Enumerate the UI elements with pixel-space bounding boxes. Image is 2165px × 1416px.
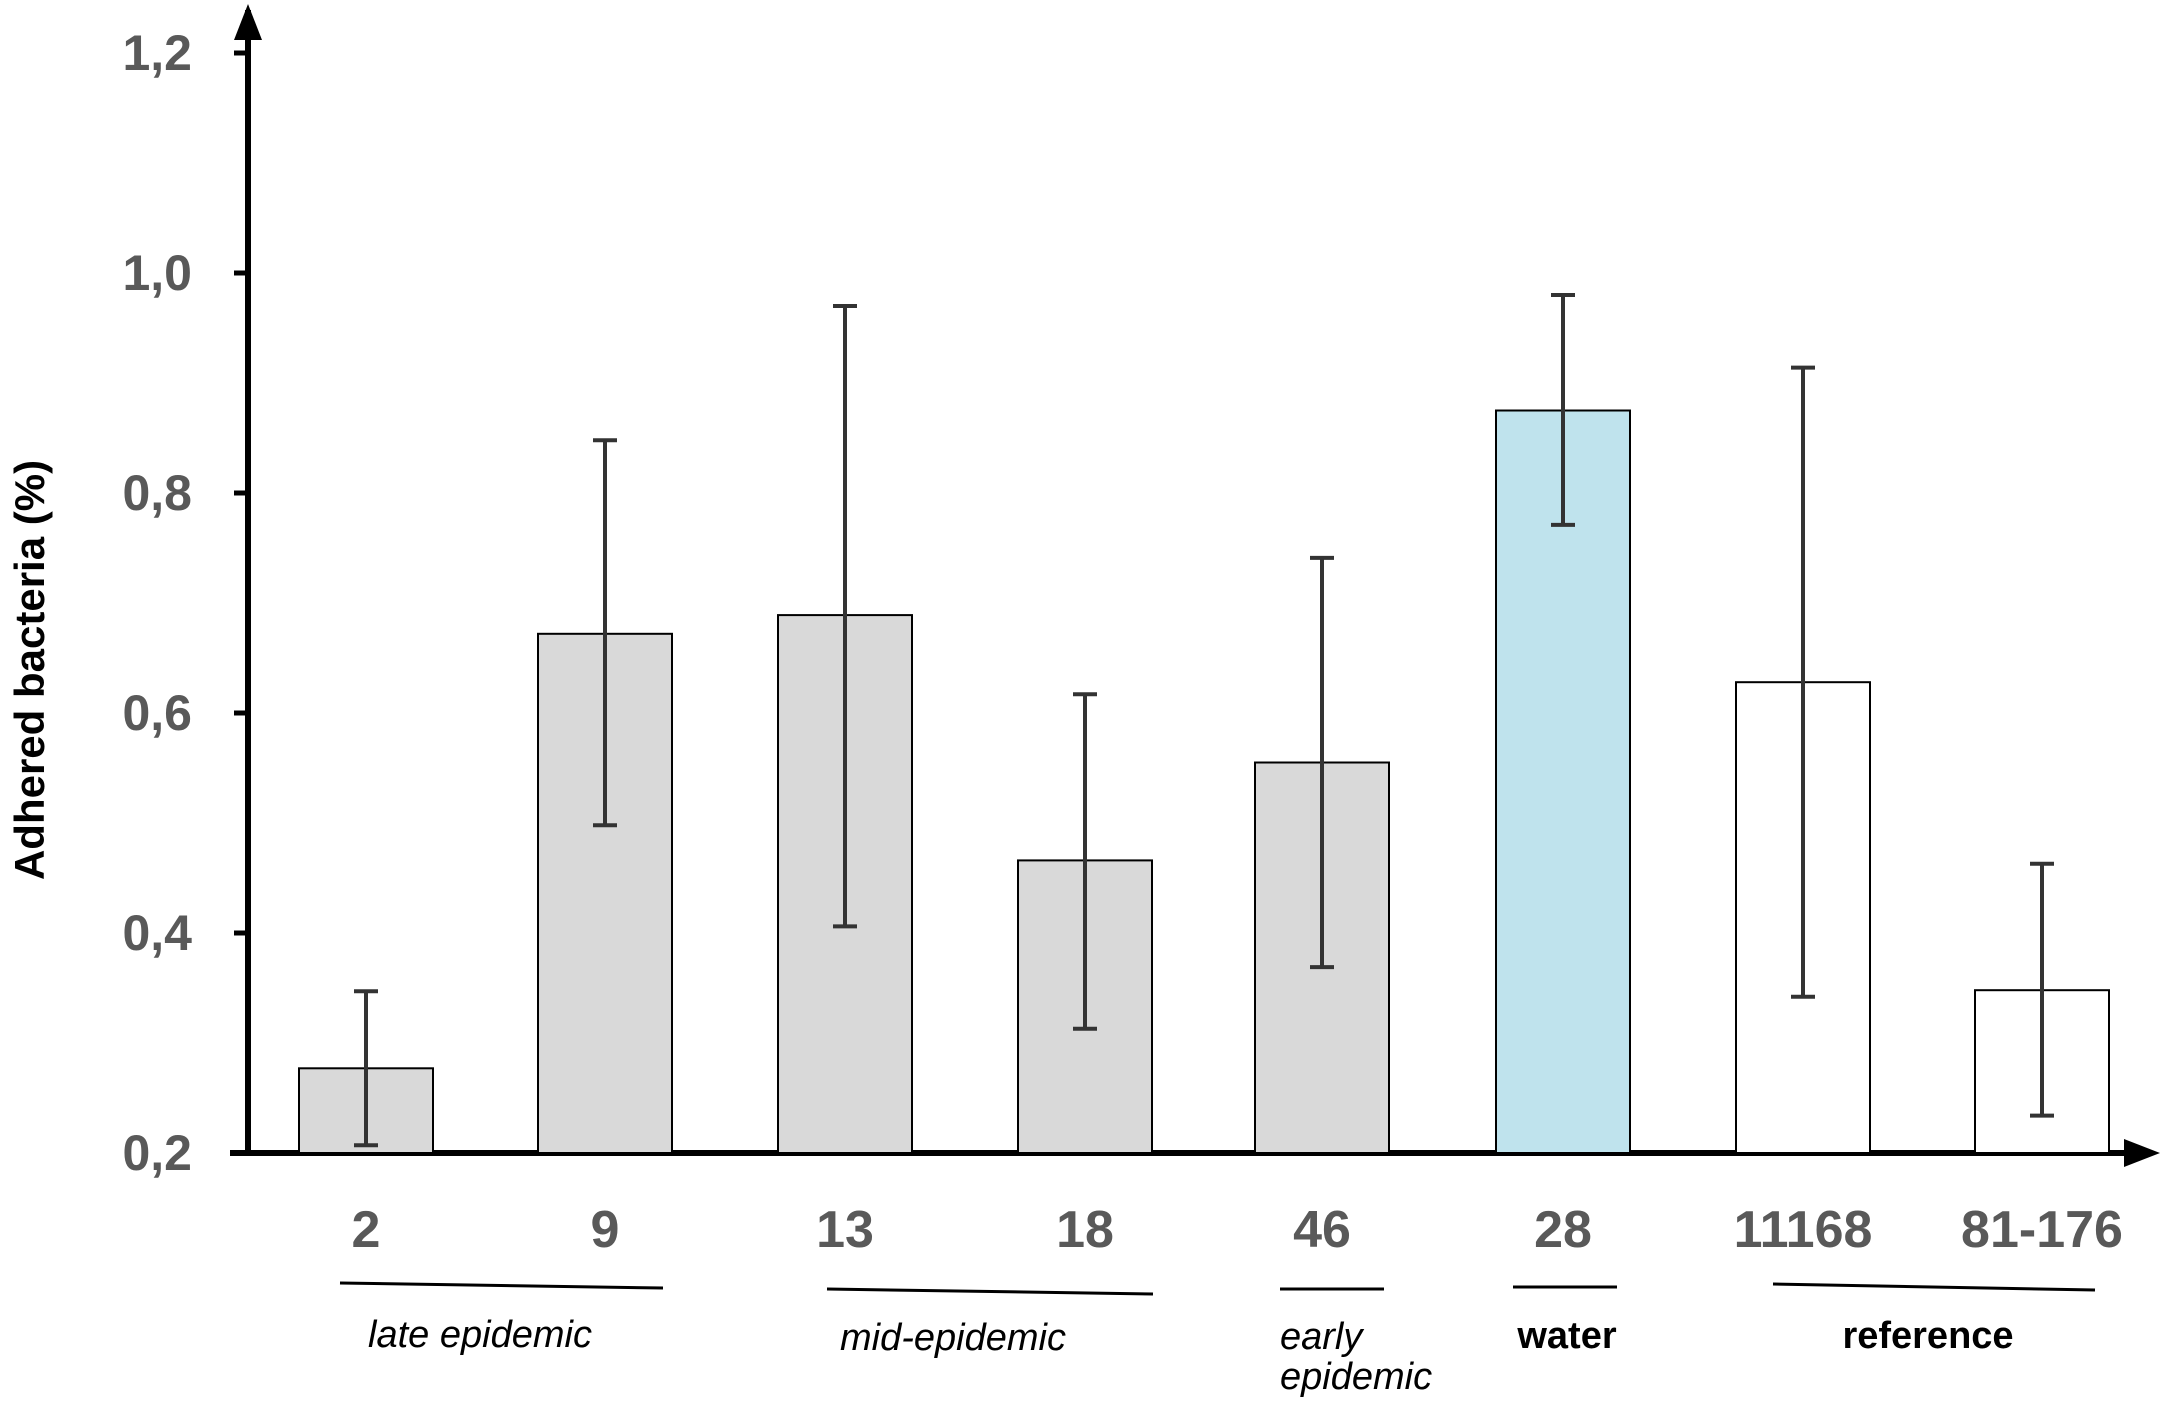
group-label: mid-epidemic xyxy=(840,1317,1066,1359)
group-label: epidemic xyxy=(1280,1356,1432,1398)
x-tick-label: 2 xyxy=(352,1201,381,1259)
error-bar xyxy=(833,304,857,929)
error-bar xyxy=(1310,555,1334,970)
y-axis-label: Adhered bacteria (%) xyxy=(6,460,53,880)
x-tick-label: 13 xyxy=(816,1201,874,1259)
x-tick-label: 81-176 xyxy=(1961,1201,2123,1259)
x-axis-arrow xyxy=(2124,1139,2160,1167)
y-tick-label: 0,2 xyxy=(122,1125,192,1181)
x-tick-label: 46 xyxy=(1293,1201,1351,1259)
error-bar xyxy=(1791,365,1815,999)
error-bar xyxy=(354,989,378,1148)
x-tick-label: 11168 xyxy=(1734,1201,1873,1259)
error-bar xyxy=(2030,861,2054,1118)
group-label: water xyxy=(1516,1315,1616,1357)
x-tick-label: 9 xyxy=(591,1201,620,1259)
group-underline xyxy=(1772,1282,2096,1292)
error-bar xyxy=(593,438,617,828)
y-tick-label: 0,4 xyxy=(122,905,192,961)
group-label: reference xyxy=(1842,1315,2013,1357)
y-axis-arrow xyxy=(234,4,262,40)
group-label: early xyxy=(1280,1316,1364,1358)
x-tick-label: 18 xyxy=(1056,1201,1114,1259)
y-tick-label: 0,8 xyxy=(122,465,192,521)
group-underline xyxy=(826,1287,1154,1296)
bar xyxy=(1495,409,1631,1154)
error-bar xyxy=(1073,692,1097,1031)
error-bar xyxy=(1551,293,1575,527)
group-label: late epidemic xyxy=(368,1314,592,1356)
x-tick-label: 28 xyxy=(1534,1201,1592,1259)
group-underline xyxy=(339,1281,664,1290)
y-tick-label: 0,6 xyxy=(122,685,192,741)
y-tick-label: 1,2 xyxy=(122,25,192,81)
y-tick-label: 1,0 xyxy=(122,245,192,301)
